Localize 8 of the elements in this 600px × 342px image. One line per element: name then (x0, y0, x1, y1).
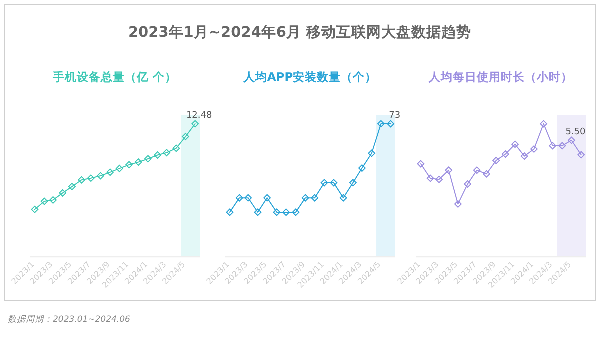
text: 2023年1月~2024年6月 移动互联网大盘数据趋势 (128, 24, 472, 41)
value-label: 12.48 (186, 111, 212, 121)
chart-subtitle: 手机设备总量（亿 个） (52, 70, 178, 84)
chart-subtitle: 人均APP安装数量（个） (242, 70, 378, 84)
value-label: 5.50 (566, 128, 586, 138)
chart-subtitle: 人均每日使用时长（小时） (428, 70, 573, 84)
note: 数据周期：2023.01~2024.06 (8, 315, 130, 325)
value-label: 73 (389, 111, 401, 121)
